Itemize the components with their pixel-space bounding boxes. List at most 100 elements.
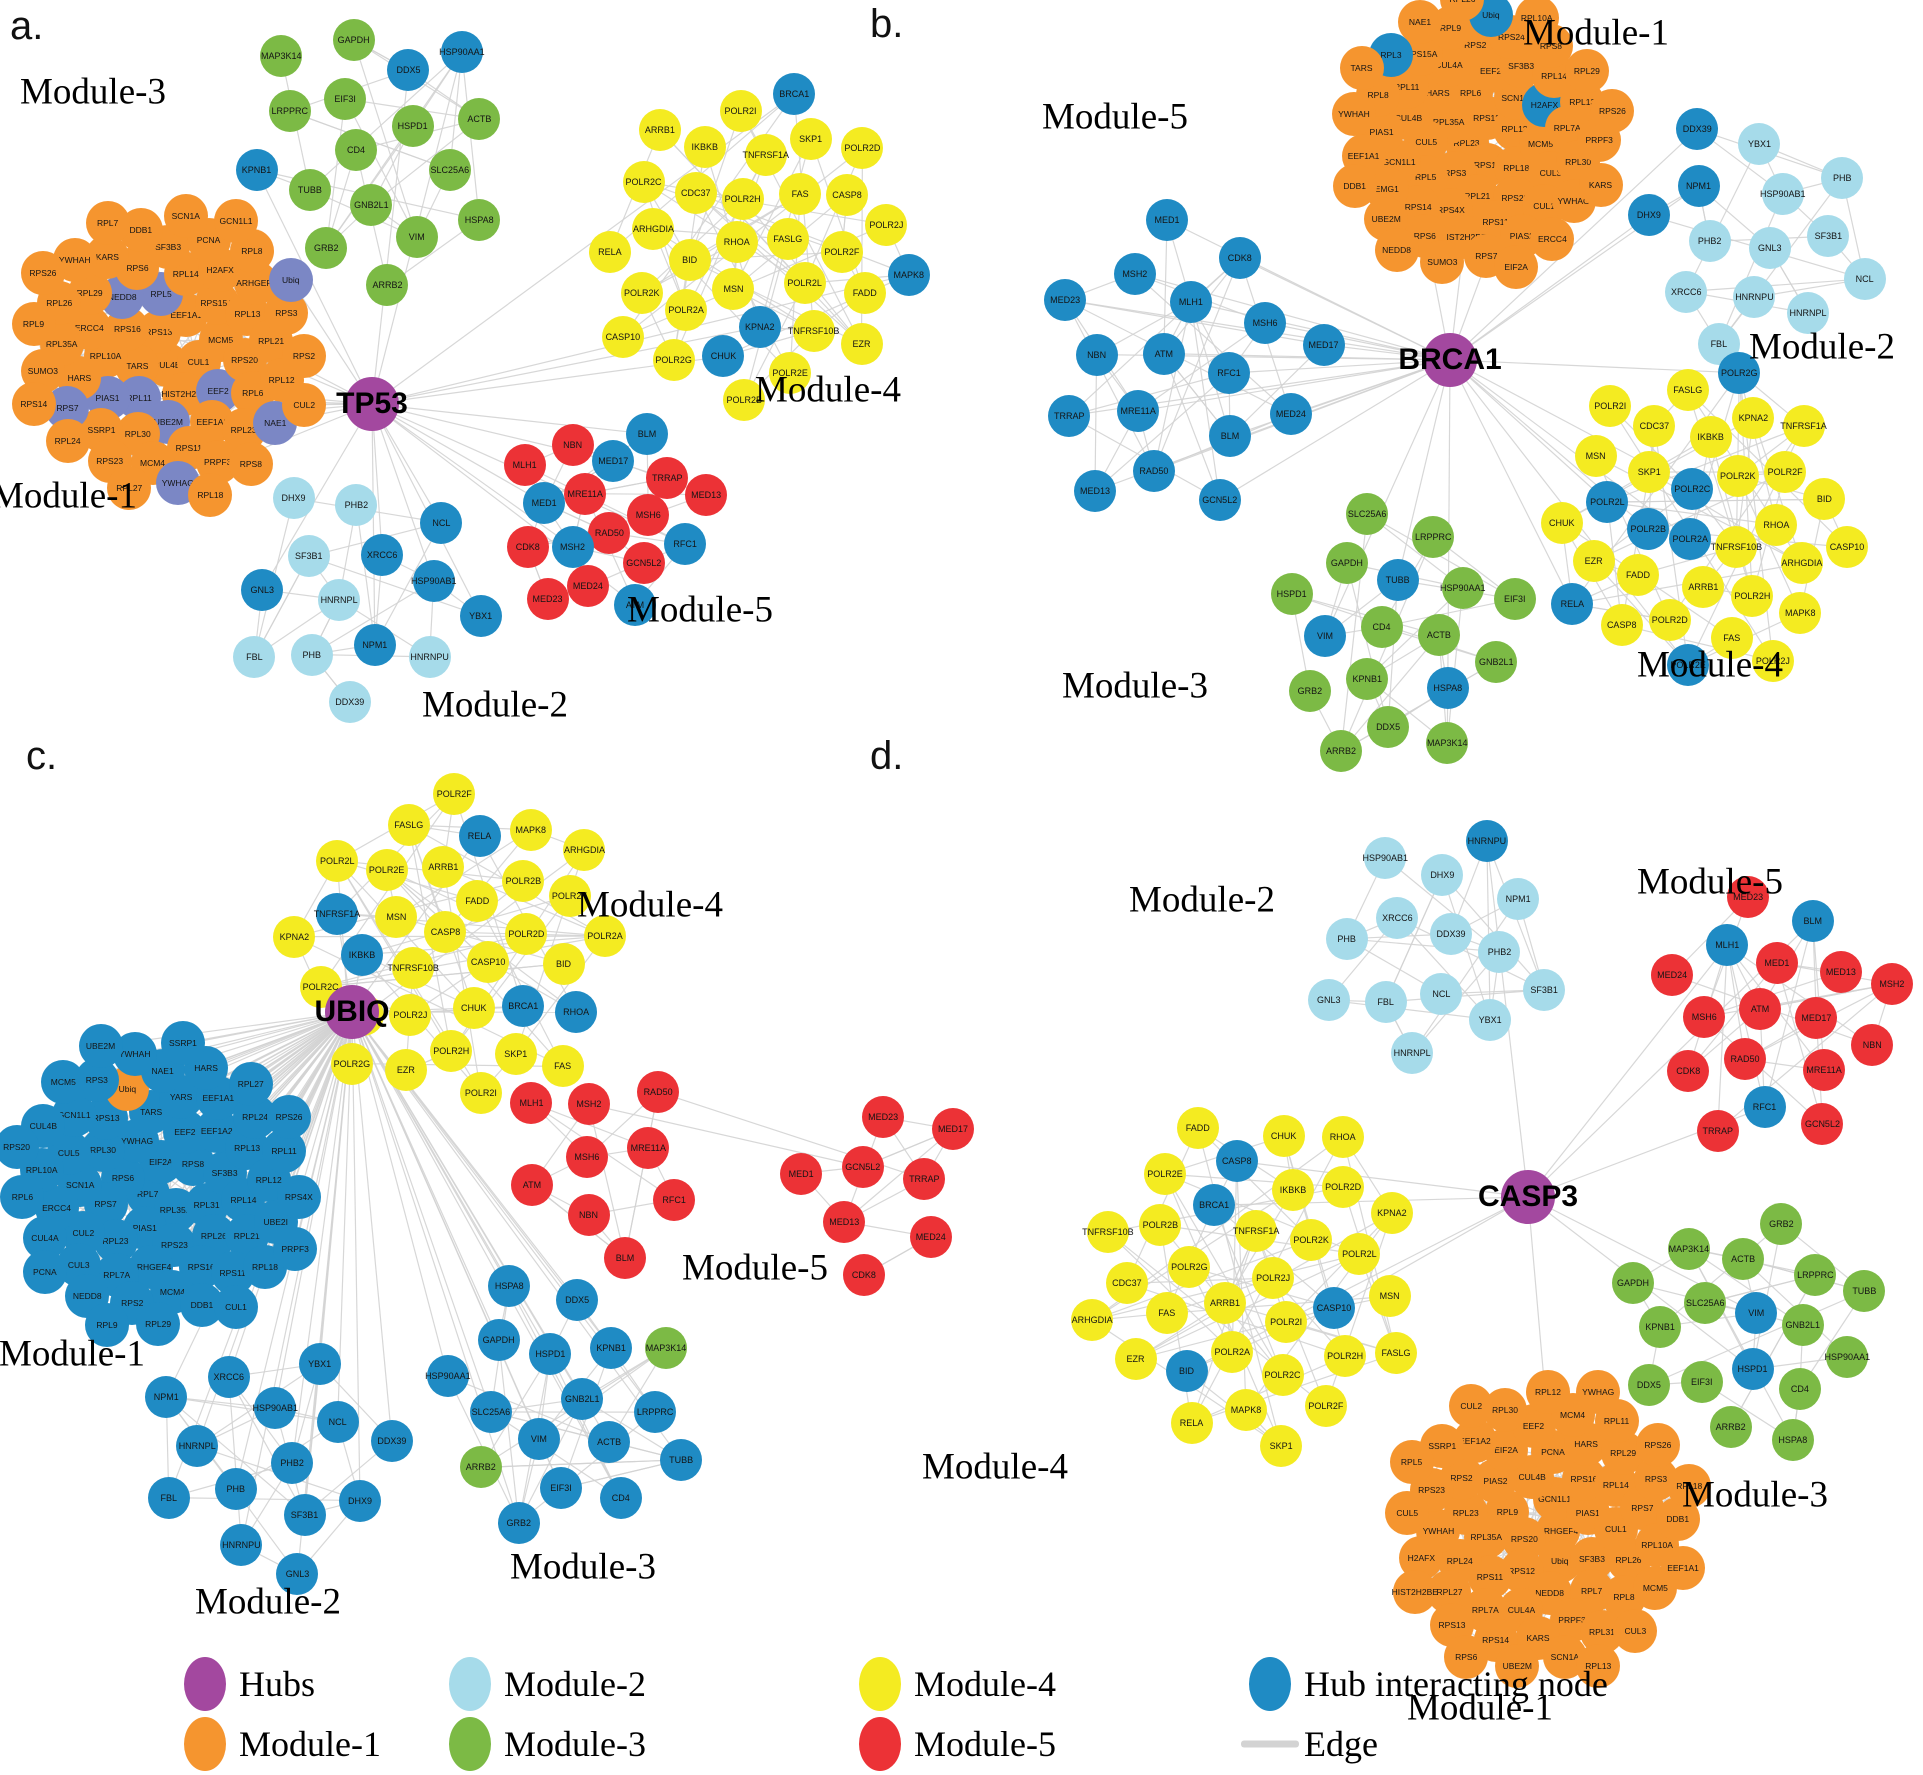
node-NCL[interactable]: NCL (316, 1401, 359, 1444)
node-SKP1[interactable]: SKP1 (1628, 451, 1671, 494)
node-POLR2K[interactable]: POLR2K (620, 272, 663, 315)
node-CD4[interactable]: CD4 (1360, 605, 1403, 648)
node-YBX1[interactable]: YBX1 (459, 594, 502, 637)
node-VIM[interactable]: VIM (1735, 1292, 1778, 1335)
node-MSN[interactable]: MSN (1368, 1275, 1411, 1318)
node-DDX5[interactable]: DDX5 (1627, 1364, 1670, 1406)
node-BLM[interactable]: BLM (626, 412, 669, 455)
node-GRB2[interactable]: GRB2 (497, 1501, 540, 1544)
node-SSRP1[interactable]: SSRP1 (160, 1021, 205, 1066)
node-DDX39[interactable]: DDX39 (1430, 912, 1472, 955)
node-RPS26[interactable]: RPS26 (1635, 1423, 1680, 1468)
node-HNRNPL[interactable]: HNRNPL (176, 1425, 219, 1468)
node-DHX9[interactable]: DHX9 (272, 477, 315, 520)
node-RAD50[interactable]: RAD50 (588, 511, 631, 554)
node-FAS[interactable]: FAS (779, 173, 822, 216)
node-POLR2E[interactable]: POLR2E (365, 848, 408, 891)
node-YWHAH[interactable]: YWHAH (1331, 91, 1376, 136)
node-TNFRSF1A[interactable]: TNFRSF1A (1780, 405, 1827, 448)
node-ARHGDIA[interactable]: ARHGDIA (563, 828, 606, 871)
node-RPS26[interactable]: RPS26 (267, 1094, 312, 1139)
node-SF3B1[interactable]: SF3B1 (283, 1493, 326, 1536)
node-VIM[interactable]: VIM (517, 1418, 560, 1461)
node-VIM[interactable]: VIM (395, 216, 438, 259)
node-GAPDH[interactable]: GAPDH (1325, 542, 1368, 585)
node-HSP90AB1[interactable]: HSP90AB1 (1760, 172, 1806, 215)
node-CHUK[interactable]: CHUK (1262, 1115, 1305, 1158)
node-POLR2D[interactable]: POLR2D (1648, 599, 1691, 642)
node-MAPK8[interactable]: MAPK8 (1779, 591, 1822, 634)
node-KPNA2[interactable]: KPNA2 (738, 306, 781, 349)
node-ATM[interactable]: ATM (1739, 987, 1782, 1030)
node-CDK8[interactable]: CDK8 (506, 526, 549, 569)
node-RFC1[interactable]: RFC1 (653, 1178, 696, 1221)
node-POLR2F[interactable]: POLR2F (1304, 1385, 1347, 1428)
node-FASLG[interactable]: FASLG (387, 804, 430, 847)
node-TNFRSF10B[interactable]: TNFRSF10B (1082, 1211, 1134, 1254)
node-FADD[interactable]: FADD (1616, 553, 1659, 596)
node-CASP8[interactable]: CASP8 (1600, 604, 1643, 647)
node-POLR2L[interactable]: POLR2L (316, 839, 359, 882)
hub-node-UBIQ[interactable]: UBIQ (315, 985, 390, 1039)
node-HSPD1[interactable]: HSPD1 (391, 105, 434, 148)
node-RELA[interactable]: RELA (1170, 1401, 1213, 1444)
node-FADD[interactable]: FADD (843, 272, 886, 315)
node-MED17[interactable]: MED17 (1302, 323, 1345, 366)
node-GCN1L1[interactable]: GCN1L1 (214, 198, 258, 243)
node-RPS26[interactable]: RPS26 (20, 251, 65, 296)
node-TNFRSF10B[interactable]: TNFRSF10B (387, 946, 439, 989)
node-TRRAP[interactable]: TRRAP (1696, 1109, 1739, 1152)
node-MED1[interactable]: MED1 (780, 1152, 823, 1195)
node-CUL5[interactable]: CUL5 (1385, 1490, 1430, 1535)
node-RAD50[interactable]: RAD50 (1724, 1038, 1767, 1081)
node-EZR[interactable]: EZR (1114, 1338, 1157, 1381)
node-MAPK8[interactable]: MAPK8 (509, 808, 552, 851)
node-POLR2D[interactable]: POLR2D (505, 912, 548, 955)
node-FAS[interactable]: FAS (1145, 1292, 1188, 1335)
node-CDC37[interactable]: CDC37 (1105, 1262, 1148, 1305)
node-TRRAP[interactable]: TRRAP (1048, 394, 1091, 437)
node-MAP3K14[interactable]: MAP3K14 (645, 1327, 688, 1370)
node-SCN1A[interactable]: SCN1A (163, 194, 208, 239)
node-DDB1[interactable]: DDB1 (1332, 164, 1377, 209)
node-MED13[interactable]: MED13 (685, 473, 728, 516)
node-GAPDH[interactable]: GAPDH (477, 1318, 520, 1361)
node-RAD50[interactable]: RAD50 (637, 1070, 680, 1113)
node-HSPD1[interactable]: HSPD1 (1270, 573, 1313, 616)
node-CASP10[interactable]: CASP10 (601, 316, 644, 359)
node-CD4[interactable]: CD4 (1778, 1368, 1821, 1410)
node-HSP90AA1[interactable]: HSP90AA1 (425, 1355, 471, 1398)
node-CASP10[interactable]: CASP10 (467, 940, 510, 983)
node-LRPPRC[interactable]: LRPPRC (1412, 515, 1455, 558)
node-HNRNPU[interactable]: HNRNPU (408, 635, 451, 678)
node-KPNA2[interactable]: KPNA2 (1370, 1192, 1413, 1235)
node-NCL[interactable]: NCL (1843, 257, 1886, 300)
node-MED13[interactable]: MED13 (1073, 469, 1116, 512)
node-ARRB1[interactable]: ARRB1 (638, 108, 681, 151)
node-TNFRSF10B[interactable]: TNFRSF10B (788, 309, 839, 352)
node-KPNB1[interactable]: KPNB1 (235, 148, 278, 191)
node-NAE1[interactable]: NAE1 (1398, 0, 1443, 44)
node-DDX5[interactable]: DDX5 (1367, 705, 1410, 748)
node-POLR2L[interactable]: POLR2L (783, 262, 826, 305)
node-CD4[interactable]: CD4 (599, 1476, 642, 1519)
node-MED1[interactable]: MED1 (1146, 199, 1189, 242)
node-RHOA[interactable]: RHOA (1321, 1115, 1364, 1158)
node-FASLG[interactable]: FASLG (766, 217, 809, 260)
node-MSN[interactable]: MSN (375, 895, 418, 938)
node-RHOA[interactable]: RHOA (715, 220, 758, 263)
node-TUBB[interactable]: TUBB (660, 1438, 703, 1481)
node-MED24[interactable]: MED24 (1269, 393, 1312, 436)
node-GNB2L1[interactable]: GNB2L1 (561, 1377, 604, 1420)
node-CUL2[interactable]: CUL2 (1449, 1384, 1494, 1429)
node-ACTB[interactable]: ACTB (1417, 614, 1460, 657)
node-POLR2B[interactable]: POLR2B (502, 859, 545, 902)
node-FAS[interactable]: FAS (541, 1045, 584, 1088)
node-IKBKB[interactable]: IKBKB (1272, 1169, 1315, 1212)
node-YBX1[interactable]: YBX1 (298, 1342, 341, 1385)
node-HSP90AA1[interactable]: HSP90AA1 (1440, 566, 1486, 609)
node-CASP10[interactable]: CASP10 (1313, 1286, 1356, 1329)
node-MED24[interactable]: MED24 (909, 1216, 952, 1259)
node-DDX39[interactable]: DDX39 (370, 1419, 413, 1462)
node-PHB[interactable]: PHB (290, 633, 333, 676)
